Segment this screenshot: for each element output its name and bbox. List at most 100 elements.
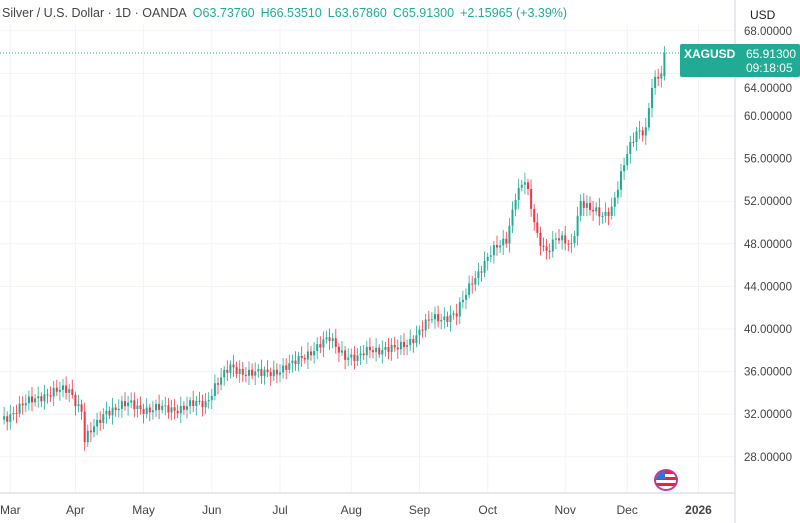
candle-body [365,346,368,356]
candle-body [155,403,157,411]
candle-body [647,108,650,128]
candle-body [387,346,390,352]
candle-body [52,387,55,397]
candle-body [542,245,545,247]
x-tick-label: Mar [0,503,21,517]
candle-body [58,389,61,392]
candle-body [195,400,198,406]
candle-body [142,409,145,414]
candle-body [248,369,250,376]
candle-body [127,402,130,407]
x-tick-label: Nov [555,503,576,517]
candle-body [139,405,142,410]
candle-body [306,351,309,360]
candle-body [483,261,486,273]
candle-body [418,329,421,336]
candle-body [372,350,374,353]
candle-body [297,355,300,364]
x-tick-label: Dec [617,503,638,517]
candle-body [213,383,216,396]
change-value: +2.15965 (+3.39%) [460,6,568,20]
candle-body [412,338,415,344]
y-tick-label: 28.00000 [744,452,792,464]
candle-body [77,404,80,407]
candle-body [589,203,591,210]
us-flag-event-icon[interactable] [654,469,678,491]
candle-body [37,396,40,399]
candle-body [269,372,272,377]
candle-body [279,372,281,375]
candle-body [114,407,117,411]
candle-body [368,346,371,351]
candle-body [567,243,570,245]
candle-body [18,403,21,414]
candle-body [502,238,505,246]
candle-body [186,406,188,410]
candle-body [232,364,235,368]
candle-body [303,357,306,360]
candle-body [496,245,498,248]
candle-body [480,271,483,273]
open-value: O63.73760 [192,6,255,20]
candle-body [337,346,340,353]
symbol-title: Silver / U.S. Dollar · 1D · OANDA [2,6,187,20]
candle-body [359,353,362,356]
candle-body [9,414,12,422]
chart-legend: Silver / U.S. Dollar · 1D · OANDA O63.737… [2,6,567,20]
candle-body [347,357,350,360]
candle-body [523,182,526,185]
candle-body [505,238,508,244]
candle-body [272,369,275,377]
candle-body [229,364,232,373]
candle-body [530,189,533,209]
candle-body [362,353,365,356]
candle-body [62,385,64,390]
candle-body [266,369,269,373]
candle-body [551,239,554,252]
candle-body [455,313,458,317]
y-tick-label: 64.00000 [744,83,792,95]
candle-body [356,355,359,361]
candle-body [657,76,660,79]
candle-body [204,401,207,408]
candle-body [189,400,192,407]
candle-body [527,182,529,190]
x-tick-label: Apr [66,503,85,517]
candle-body [576,215,579,236]
candle-body [313,351,316,356]
candle-body [536,222,539,233]
candle-body [46,394,49,396]
candle-body [108,410,111,416]
candle-body [257,369,260,372]
candle-body [241,369,244,375]
currency-label[interactable]: USD [750,8,776,22]
candle-body [80,404,83,412]
candle-body [554,238,557,240]
candle-body [375,347,378,353]
candle-body [616,189,619,198]
candle-body [130,400,133,403]
candle-body [585,203,588,208]
candle-body [573,235,576,244]
candle-body [427,319,430,321]
candle-body [316,344,319,352]
price-label-price: 65.91300 [745,47,796,61]
candle-body [192,400,195,406]
candle-body [319,344,322,348]
candle-body [638,130,641,132]
candle-body [31,396,33,403]
candle-body [334,338,337,347]
candle-body [443,316,446,321]
price-label-countdown: 09:18:05 [745,61,793,75]
candle-body [598,207,601,217]
y-tick-label: 52.00000 [744,196,792,208]
candle-body [173,407,176,411]
candle-body [651,87,653,109]
candle-body [517,187,520,200]
candle-body [437,314,440,322]
candle-body [409,338,412,346]
candle-body [421,329,424,331]
candle-body [285,365,288,370]
candle-body [601,215,604,217]
